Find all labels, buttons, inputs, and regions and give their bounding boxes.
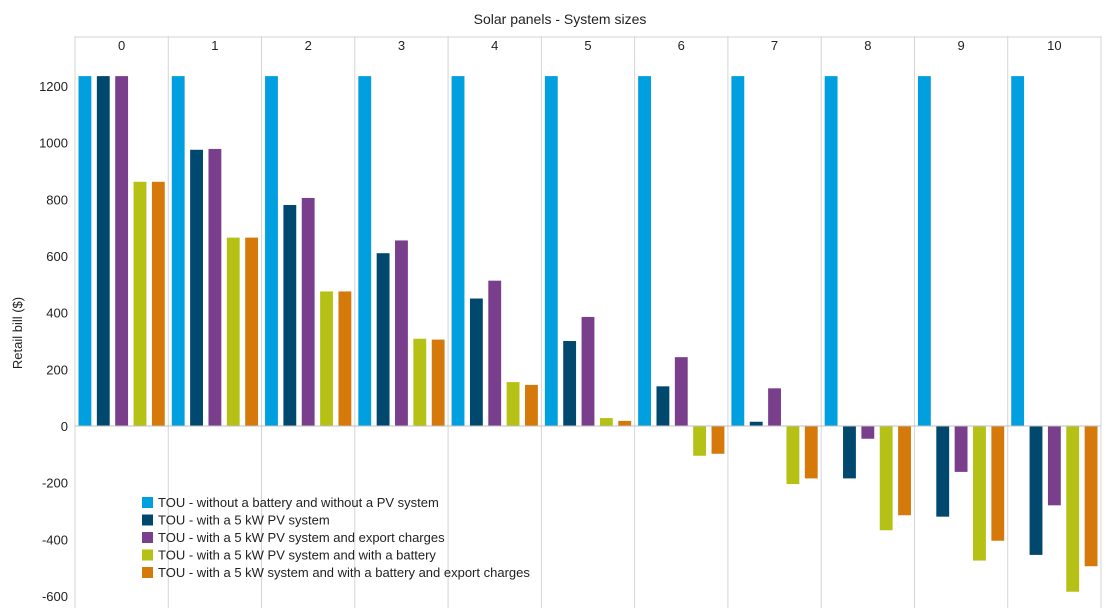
plot-area: -600 -400 -200 0 200 400 600 800 1000 1200 0 1 2 3 4 5 6… bbox=[39, 36, 1102, 608]
bar-2-3 bbox=[376, 253, 390, 426]
bar-1-2 bbox=[265, 76, 278, 426]
bar-3-4 bbox=[488, 280, 502, 426]
bar-1-7 bbox=[731, 76, 745, 426]
y-axis-label: Retail bill ($) bbox=[10, 297, 25, 369]
legend-label: TOU - without a battery and without a PV… bbox=[158, 495, 439, 510]
bar-3-5 bbox=[581, 316, 595, 426]
legend-label: TOU - with a 5 kW PV system and with a b… bbox=[158, 548, 436, 563]
bar-5-0 bbox=[151, 181, 165, 426]
y-tick-label: 800 bbox=[46, 192, 68, 207]
legend-label: TOU - with a 5 kW PV system bbox=[158, 513, 330, 528]
legend-swatch bbox=[142, 532, 153, 543]
bar-1-1 bbox=[171, 76, 185, 426]
bar-2-5 bbox=[563, 341, 577, 426]
legend-swatch bbox=[142, 497, 153, 508]
bar-2-1 bbox=[190, 149, 203, 426]
bar-1-0 bbox=[78, 76, 92, 426]
y-tick-label: -200 bbox=[42, 476, 68, 491]
bar-4-5 bbox=[599, 418, 613, 426]
bar-5-3 bbox=[431, 339, 445, 426]
legend-label: TOU - with a 5 kW PV system and export c… bbox=[158, 530, 445, 545]
bar-4-10 bbox=[1066, 426, 1080, 592]
bar-4-0 bbox=[133, 181, 147, 426]
bar-5-7 bbox=[804, 426, 818, 479]
bar-4-4 bbox=[506, 382, 520, 426]
legend-swatch bbox=[142, 567, 153, 578]
bar-2-6 bbox=[656, 386, 670, 426]
category-label: 1 bbox=[211, 38, 218, 53]
y-tick-label: 1000 bbox=[39, 136, 68, 151]
bar-3-7 bbox=[768, 388, 781, 426]
y-tick-label: 1200 bbox=[39, 79, 68, 94]
bar-3-9 bbox=[954, 426, 968, 472]
bar-4-8 bbox=[879, 426, 893, 531]
category-label: 2 bbox=[305, 38, 312, 53]
bar-3-0 bbox=[115, 76, 129, 426]
bar-2-9 bbox=[936, 426, 950, 517]
bar-3-3 bbox=[395, 240, 408, 426]
bar-5-8 bbox=[898, 426, 911, 516]
category-label: 0 bbox=[118, 38, 125, 53]
y-tick-label: -600 bbox=[42, 589, 68, 604]
y-tick-label: -400 bbox=[42, 532, 68, 547]
category-label: 8 bbox=[864, 38, 871, 53]
bar-5-9 bbox=[991, 426, 1005, 541]
legend-swatch bbox=[142, 549, 153, 561]
bar-2-8 bbox=[843, 426, 856, 479]
bar-5-5 bbox=[618, 420, 632, 426]
legend: TOU - without a battery and without a PV… bbox=[142, 495, 530, 580]
chart-title: Solar panels - System sizes bbox=[474, 11, 647, 27]
bar-2-7 bbox=[749, 421, 763, 426]
y-tick-label: 400 bbox=[46, 306, 68, 321]
category-label: 5 bbox=[584, 38, 591, 53]
bar-1-4 bbox=[451, 76, 465, 426]
category-label: 10 bbox=[1047, 38, 1061, 53]
bar-4-2 bbox=[320, 291, 333, 426]
bar-2-0 bbox=[96, 76, 110, 426]
bar-5-1 bbox=[245, 237, 259, 426]
y-tick-label: 0 bbox=[61, 419, 68, 434]
legend-label: TOU - with a 5 kW system and with a batt… bbox=[158, 565, 530, 580]
y-tick-label: 200 bbox=[46, 362, 68, 377]
bar-5-6 bbox=[711, 426, 725, 454]
bar-1-9 bbox=[917, 76, 931, 426]
category-label: 9 bbox=[957, 38, 964, 53]
bar-4-3 bbox=[413, 338, 427, 426]
bar-2-10 bbox=[1029, 426, 1043, 555]
bar-3-10 bbox=[1047, 426, 1061, 506]
bar-4-9 bbox=[973, 426, 986, 561]
bar-2-4 bbox=[469, 298, 483, 426]
bar-5-4 bbox=[525, 384, 538, 426]
bar-1-10 bbox=[1011, 76, 1025, 426]
bar-2-2 bbox=[283, 205, 297, 426]
legend-swatch bbox=[142, 514, 153, 526]
bar-1-6 bbox=[638, 76, 651, 426]
category-label: 7 bbox=[771, 38, 778, 53]
bar-5-10 bbox=[1084, 426, 1098, 567]
bar-4-6 bbox=[693, 426, 707, 456]
category-label: 6 bbox=[678, 38, 685, 53]
bar-3-8 bbox=[861, 426, 875, 439]
category-label: 4 bbox=[491, 38, 498, 53]
y-tick-label: 600 bbox=[46, 249, 68, 264]
bar-3-2 bbox=[301, 197, 315, 426]
bar-3-1 bbox=[208, 148, 222, 426]
bar-5-2 bbox=[338, 291, 352, 426]
bar-3-6 bbox=[674, 357, 688, 426]
bar-1-8 bbox=[824, 76, 838, 426]
bar-1-3 bbox=[358, 76, 372, 426]
category-label: 3 bbox=[398, 38, 405, 53]
bar-1-5 bbox=[544, 76, 558, 426]
bar-4-1 bbox=[226, 237, 240, 426]
bar-4-7 bbox=[786, 426, 800, 485]
